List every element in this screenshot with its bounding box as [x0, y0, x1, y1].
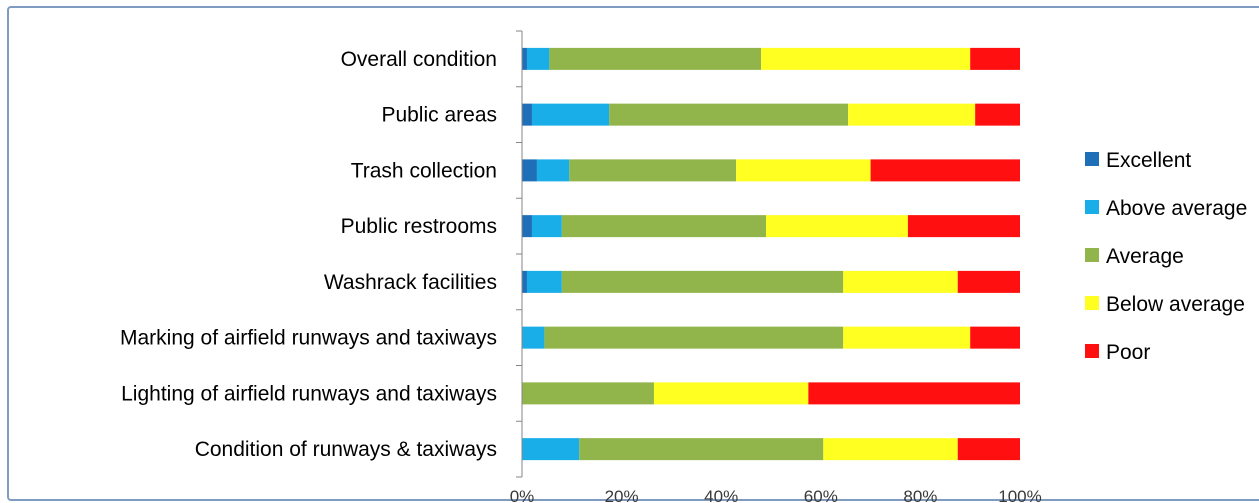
- bar-public-restrooms-above-average: [531, 215, 562, 238]
- bar-overall-condition-below-average: [761, 47, 971, 70]
- legend-swatch-poor: [1085, 344, 1099, 358]
- bar-lighting-of-airfield-runways-and-taxiways-below-average: [653, 382, 809, 405]
- category-label-overall-condition: Overall condition: [341, 48, 497, 71]
- bar-washrack-facilities-below-average: [843, 270, 958, 293]
- bar-washrack-facilities-excellent: [522, 270, 527, 293]
- bar-lighting-of-airfield-runways-and-taxiways-poor: [808, 382, 1020, 405]
- bar-condition-of-runways-and-taxiways-below-average: [823, 438, 958, 461]
- bar-trash-collection-below-average: [736, 159, 871, 182]
- bar-overall-condition-poor: [970, 47, 1020, 70]
- bar-trash-collection-average: [569, 159, 737, 182]
- bar-washrack-facilities-poor: [957, 270, 1020, 293]
- legend-swatch-excellent: [1085, 152, 1099, 166]
- legend-label-below-average: Below average: [1106, 293, 1245, 316]
- bar-trash-collection-above-average: [536, 159, 570, 182]
- bar-washrack-facilities-above-average: [526, 270, 562, 293]
- x-tick-label: 40%: [704, 487, 738, 503]
- category-label-trash-collection: Trash collection: [351, 159, 497, 182]
- bar-overall-condition-above-average: [526, 47, 550, 70]
- category-labels: Overall condition Public areas Trash colle…: [120, 48, 497, 461]
- bar-lighting-of-airfield-runways-and-taxiways-average: [522, 382, 654, 405]
- bar-public-restrooms-average: [561, 215, 767, 238]
- axis-layer: [516, 30, 523, 478]
- bar-condition-of-runways-and-taxiways-average: [579, 438, 824, 461]
- bar-public-areas-below-average: [848, 103, 976, 126]
- bar-marking-of-airfield-runways-and-taxiways-average: [544, 326, 844, 349]
- category-label-washrack-facilities: Washrack facilities: [324, 271, 497, 294]
- bar-marking-of-airfield-runways-and-taxiways-below-average: [843, 326, 971, 349]
- bar-public-areas-above-average: [531, 103, 610, 126]
- legend-swatch-below-average: [1085, 296, 1099, 310]
- bar-trash-collection-poor: [870, 159, 1020, 182]
- legend-swatch-above-average: [1085, 200, 1099, 214]
- legend-label-poor: Poor: [1106, 341, 1150, 364]
- category-label-marking-of-airfield-runways-and-taxiways: Marking of airfield runways and taxiways: [120, 327, 497, 350]
- x-tick-label: 60%: [804, 487, 838, 503]
- bar-marking-of-airfield-runways-and-taxiways-above-average: [522, 326, 545, 349]
- x-tick-labels: 0% 20% 40% 60% 80% 100%: [510, 487, 1042, 503]
- bar-public-restrooms-excellent: [522, 215, 532, 238]
- x-tick-label: 100%: [998, 487, 1041, 503]
- bar-public-areas-poor: [975, 103, 1020, 126]
- bar-trash-collection-excellent: [522, 159, 537, 182]
- bar-washrack-facilities-average: [561, 270, 844, 293]
- bar-overall-condition-average: [549, 47, 762, 70]
- bars-layer: [522, 47, 1020, 461]
- chart-frame: [7, 6, 1259, 501]
- x-tick-label: 80%: [903, 487, 937, 503]
- legend-label-excellent: Excellent: [1106, 149, 1191, 172]
- bar-public-areas-excellent: [522, 103, 532, 126]
- bar-condition-of-runways-and-taxiways-poor: [957, 438, 1020, 461]
- category-label-public-restrooms: Public restrooms: [341, 215, 497, 238]
- bar-marking-of-airfield-runways-and-taxiways-poor: [970, 326, 1020, 349]
- category-label-condition-of-runways-and-taxiways: Condition of runways & taxiways: [195, 438, 497, 461]
- legend: Excellent Above average Average Below avera…: [1085, 149, 1247, 364]
- legend-label-average: Average: [1106, 245, 1184, 268]
- x-tick-label: 20%: [605, 487, 639, 503]
- bar-condition-of-runways-and-taxiways-above-average: [522, 438, 580, 461]
- bar-public-areas-average: [609, 103, 849, 126]
- x-tick-label: 0%: [510, 487, 535, 503]
- bar-public-restrooms-poor: [907, 215, 1020, 238]
- category-label-lighting-of-airfield-runways-and-taxiways: Lighting of airfield runways and taxiway…: [121, 382, 497, 405]
- legend-label-above-average: Above average: [1106, 197, 1247, 220]
- legend-swatch-average: [1085, 248, 1099, 262]
- bar-public-restrooms-below-average: [766, 215, 908, 238]
- category-label-public-areas: Public areas: [381, 104, 497, 127]
- bar-overall-condition-excellent: [522, 47, 527, 70]
